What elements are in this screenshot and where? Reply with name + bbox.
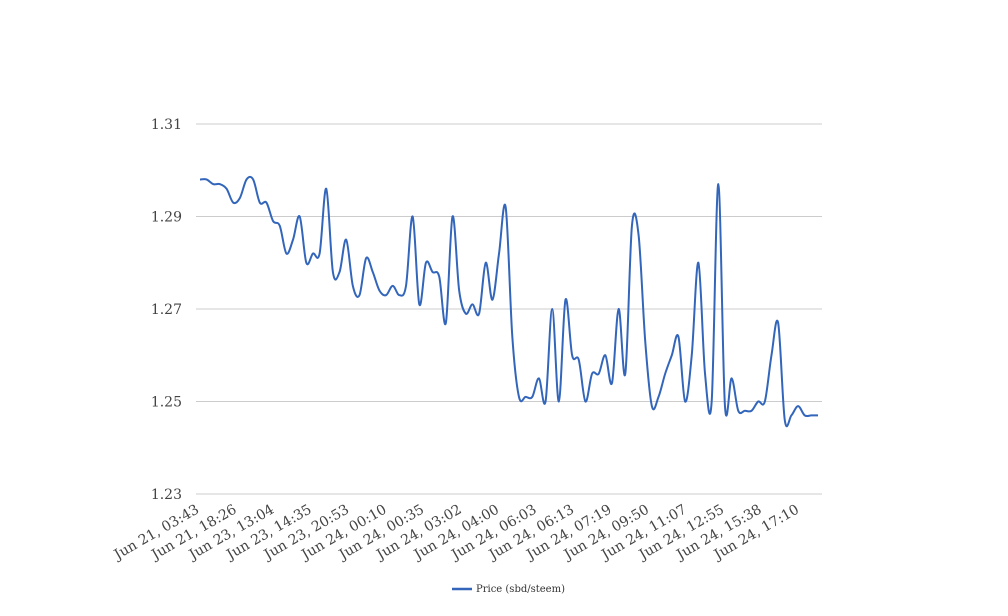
price-series-line <box>199 175 818 428</box>
y-tick-label: 1.23 <box>151 487 182 503</box>
legend[interactable]: Price (sbd/steem) <box>452 584 565 595</box>
grid-layer <box>196 123 822 495</box>
legend-label: Price (sbd/steem) <box>476 584 565 595</box>
y-tick-label: 1.25 <box>151 395 182 411</box>
y-tick-label: 1.31 <box>151 117 182 133</box>
y-tick-label: 1.29 <box>151 210 182 226</box>
y-axis-ticks: 1.31 1.29 1.27 1.25 1.23 <box>151 117 182 503</box>
series-layer <box>199 175 818 428</box>
y-tick-label: 1.27 <box>151 302 182 318</box>
